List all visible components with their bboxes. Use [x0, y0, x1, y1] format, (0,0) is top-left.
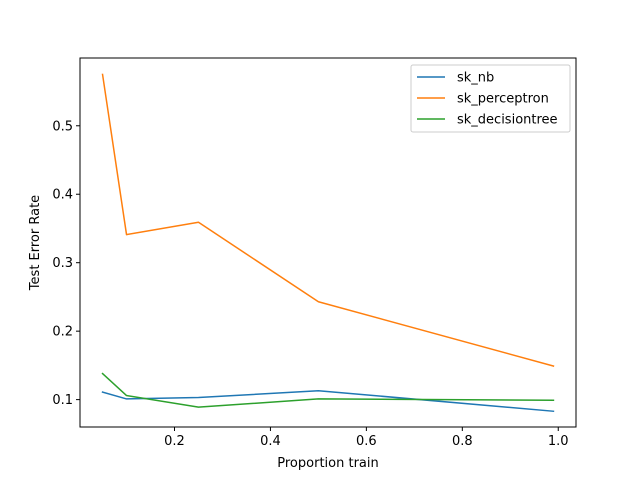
legend-label: sk_decisiontree [457, 113, 558, 128]
legend-box [410, 64, 571, 133]
y-tick-label: 0.4 [52, 188, 73, 203]
series-line-sk_nb [101, 389, 555, 413]
y-tick-label: 0.2 [52, 325, 73, 340]
y-tick-label: 0.5 [52, 119, 73, 134]
x-tick-label: 0.4 [260, 434, 281, 449]
x-axis-label: Proportion train [277, 456, 378, 471]
series-line-sk_perceptron [101, 73, 555, 367]
legend: sk_nb sk_perceptron sk_decisiontree [410, 64, 571, 133]
y-axis-label: Test Error Rate [28, 195, 43, 291]
plot-frame [79, 57, 577, 428]
x-tick-label: 0.8 [452, 434, 473, 449]
plot-lines [101, 73, 555, 413]
y-tick-label: 0.3 [52, 256, 73, 271]
legend-label: sk_nb [457, 71, 494, 86]
x-axis-ticks: 0.2 0.4 0.6 0.8 1.0 [164, 427, 569, 449]
x-tick-label: 0.2 [164, 434, 185, 449]
series-line-sk_decisiontree [101, 372, 555, 408]
legend-items: sk_nb sk_perceptron sk_decisiontree [417, 71, 558, 128]
y-tick-label: 0.1 [52, 393, 73, 408]
y-axis-ticks: 0.1 0.2 0.3 0.4 0.5 [52, 119, 80, 408]
x-tick-label: 0.6 [356, 434, 377, 449]
legend-label: sk_perceptron [457, 92, 549, 107]
x-tick-label: 1.0 [548, 434, 569, 449]
